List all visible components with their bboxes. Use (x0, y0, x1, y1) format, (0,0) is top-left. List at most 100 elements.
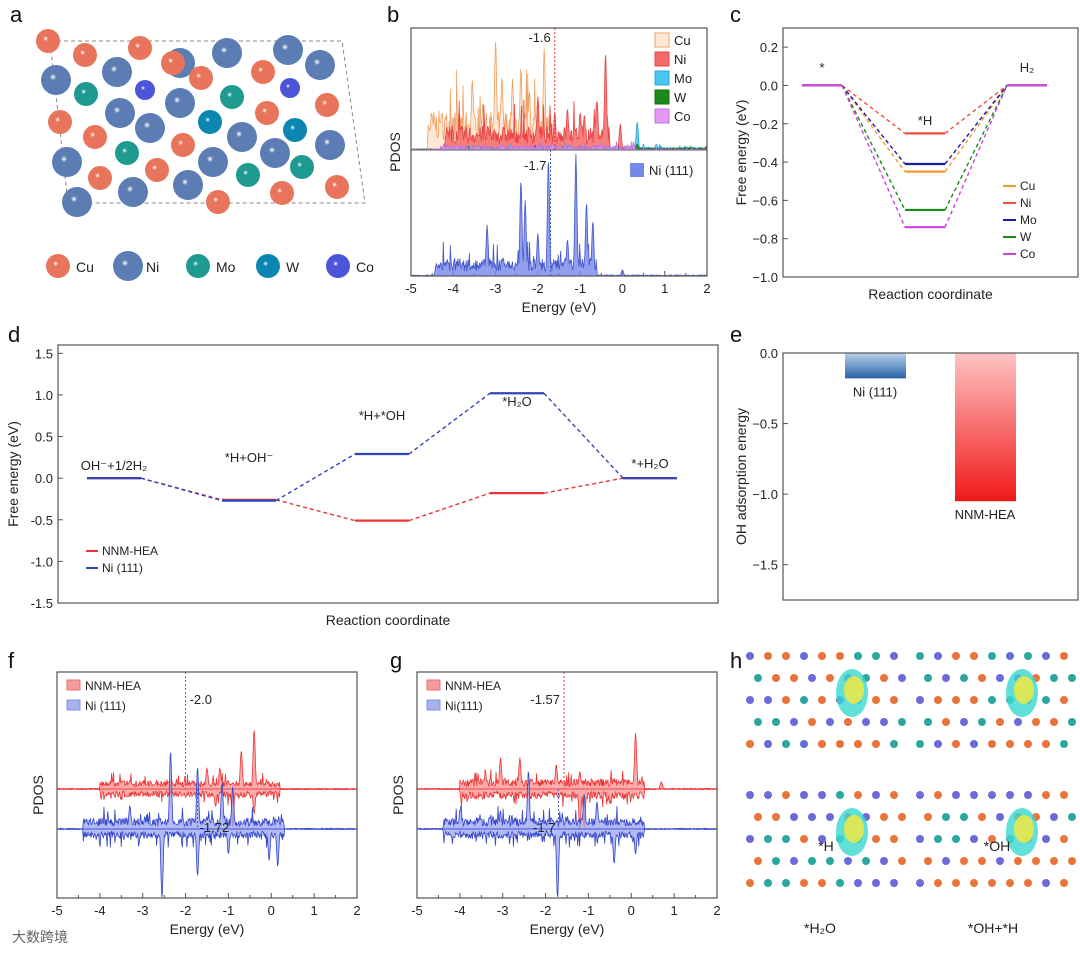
atom-dot (890, 791, 898, 799)
y-tick-label: 0.0 (760, 78, 778, 93)
atom-dot (1068, 674, 1076, 682)
pdos-spin-up-nnm-hea (56, 730, 358, 790)
atom-dot (988, 791, 996, 799)
panel-label-g: g (390, 648, 402, 673)
atom-dot (960, 857, 968, 865)
legend-label: Ni (111) (649, 163, 693, 178)
y-tick-label: −1.0 (752, 487, 778, 502)
atom-dot (1032, 857, 1040, 865)
atom-dot (880, 718, 888, 726)
energy-path-mo (841, 85, 906, 165)
atom-dot (836, 652, 844, 660)
atom-mo (236, 163, 260, 187)
x-axis-label: Energy (eV) (522, 299, 597, 315)
atom-dot (1050, 813, 1058, 821)
atom-cu (325, 175, 349, 199)
panel-label-b: b (387, 2, 399, 27)
charge-accumulation-blob (1014, 815, 1034, 843)
y-tick-label: 1.0 (35, 388, 53, 403)
atom-dot (890, 696, 898, 704)
atom-ni (102, 57, 132, 87)
atom-dot (800, 740, 808, 748)
x-axis-label: Energy (eV) (170, 921, 245, 937)
atom-dot (934, 879, 942, 887)
atom-dot (988, 879, 996, 887)
atom-ni (118, 177, 148, 207)
atom-dot (764, 652, 772, 660)
atom-dot (818, 696, 826, 704)
atom-dot (952, 835, 960, 843)
panel-label-c: c (730, 2, 741, 27)
legend-label: NNM-HEA (445, 679, 501, 693)
atom-dot (1042, 835, 1050, 843)
atom-dot (1050, 718, 1058, 726)
atom-cu (36, 29, 60, 53)
y-axis-label: PDOS (390, 775, 406, 815)
atom-dot (924, 674, 932, 682)
atom-co (135, 80, 155, 100)
atom-mo (115, 141, 139, 165)
atom-dot (872, 696, 880, 704)
y-tick-label: 0.0 (760, 346, 778, 361)
atom-mo (290, 155, 314, 179)
legend-label-mo: Mo (216, 259, 236, 275)
y-tick-label: −0.5 (752, 417, 778, 432)
atom-ni (260, 138, 290, 168)
atom-dot (970, 696, 978, 704)
atom-ni (41, 65, 71, 95)
atom-cu (145, 158, 169, 182)
atom-dot (818, 740, 826, 748)
x-tick-label: 0 (268, 903, 275, 918)
atom-dot (772, 857, 780, 865)
atom-cu (270, 181, 294, 205)
legend-atom-cu-icon (46, 254, 70, 278)
stage-label: *H+OH⁻ (225, 450, 273, 465)
x-axis-label: Reaction coordinate (326, 612, 451, 628)
structure-label: *H₂O (804, 920, 836, 936)
atom-dot (754, 813, 762, 821)
atom-dot (996, 674, 1004, 682)
stage-label: * (819, 60, 824, 75)
atom-dot (1006, 879, 1014, 887)
x-tick-label: 0 (628, 903, 635, 918)
energy-path-ni (841, 84, 906, 134)
atom-cu (128, 36, 152, 60)
y-tick-label: 1.5 (35, 346, 53, 361)
d-band-center-label: -1.57 (530, 692, 560, 707)
legend-label: Mo (1020, 213, 1037, 227)
atom-dot (1032, 718, 1040, 726)
charge-density-image (746, 652, 906, 748)
plot-frame-f (56, 671, 358, 899)
atom-dot (1024, 791, 1032, 799)
stage-label: *H+*OH (359, 408, 406, 423)
y-tick-label: −0.8 (752, 232, 778, 247)
legend-swatch (654, 32, 670, 48)
x-tick-label: -1 (223, 903, 235, 918)
atom-dot (942, 674, 950, 682)
atom-ni (198, 147, 228, 177)
atom-dot (960, 813, 968, 821)
bar-ni-111- (845, 353, 906, 379)
atom-dot (754, 857, 762, 865)
atom-dot (1014, 718, 1022, 726)
atom-dot (800, 879, 808, 887)
atom-dot (1060, 740, 1068, 748)
atom-mo (220, 85, 244, 109)
atom-ni (135, 113, 165, 143)
charge-density-image (916, 791, 1076, 887)
atom-dot (764, 879, 772, 887)
energy-path-nnm-hea (543, 477, 624, 494)
pdos-spin-down-ni111 (416, 828, 717, 897)
plot-frame-c (782, 27, 1079, 278)
atom-dot (890, 835, 898, 843)
x-tick-label: -2 (532, 281, 544, 296)
energy-path-ni-111- (543, 392, 624, 479)
atom-dot (808, 718, 816, 726)
stage-label: *H₂O (502, 394, 532, 409)
atom-dot (960, 674, 968, 682)
atom-dot (764, 791, 772, 799)
stage-label: OH⁻+1/2H₂ (81, 458, 147, 473)
atom-ni (273, 35, 303, 65)
atom-dot (800, 696, 808, 704)
legend-label: Ni (674, 52, 686, 67)
